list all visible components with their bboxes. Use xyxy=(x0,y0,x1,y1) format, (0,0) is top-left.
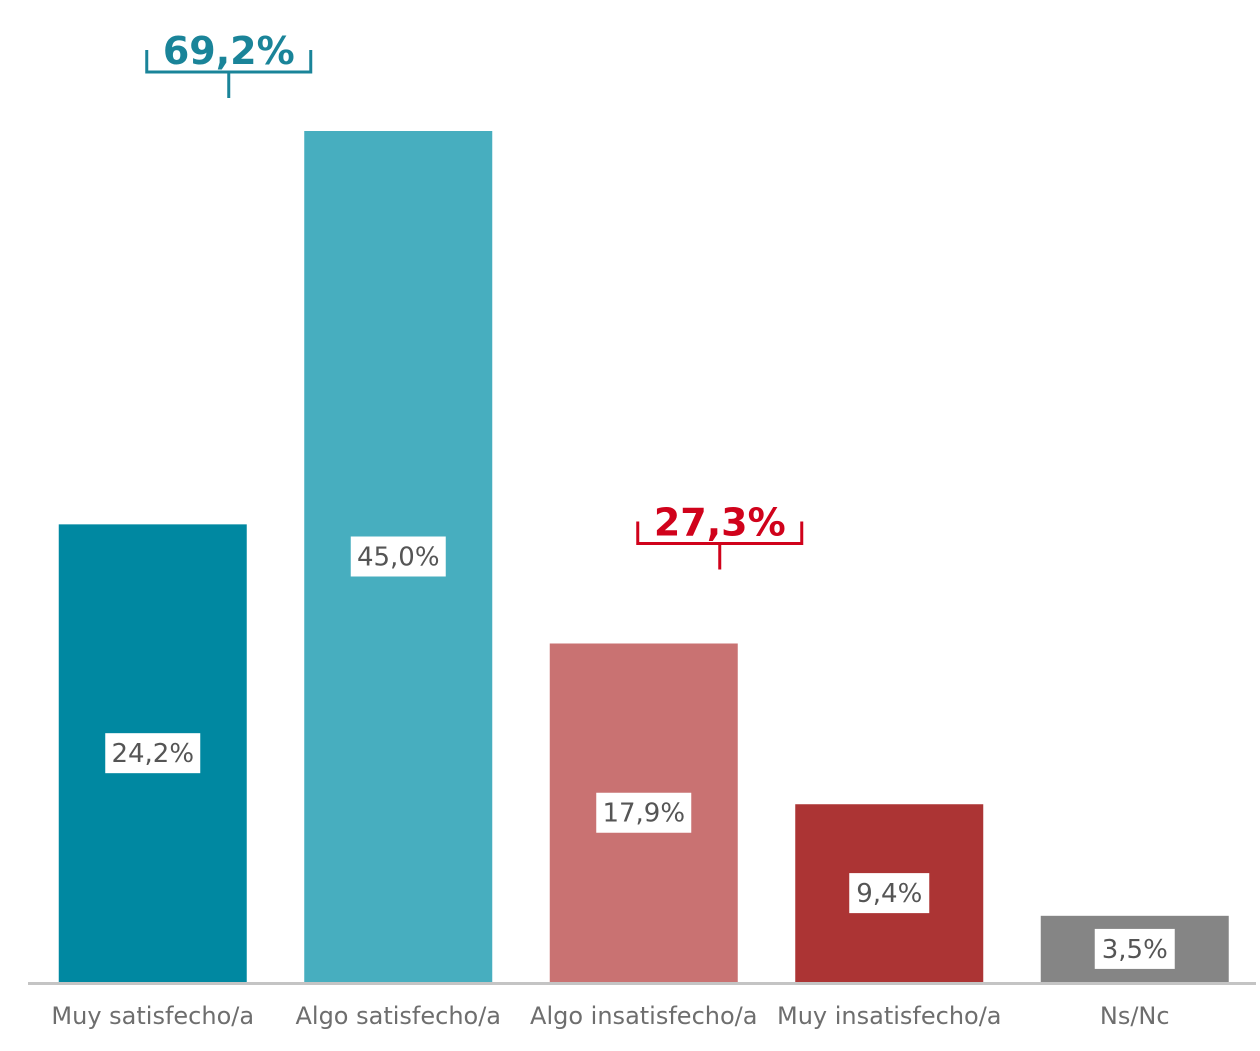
value-label-box xyxy=(849,873,930,914)
category-label: Muy satisfecho/a xyxy=(51,1002,254,1030)
value-label: 3,5% xyxy=(1102,935,1168,965)
value-label: 24,2% xyxy=(111,739,194,769)
group-total-label: 69,2% xyxy=(163,29,295,73)
value-label-box xyxy=(1094,928,1175,969)
group-total-label: 27,3% xyxy=(654,500,786,544)
value-label-box xyxy=(350,536,446,577)
group-bracket xyxy=(636,521,804,570)
value-label: 17,9% xyxy=(602,799,685,829)
category-label: Algo satisfecho/a xyxy=(295,1002,501,1030)
category-label: Ns/Nc xyxy=(1100,1002,1170,1030)
value-label-box xyxy=(596,792,692,833)
value-label-box xyxy=(105,733,201,774)
value-label: 45,0% xyxy=(357,543,440,573)
category-label: Muy insatisfecho/a xyxy=(777,1002,1002,1030)
category-label: Algo insatisfecho/a xyxy=(530,1002,757,1030)
value-label: 9,4% xyxy=(856,879,922,909)
group-bracket xyxy=(145,50,313,98)
